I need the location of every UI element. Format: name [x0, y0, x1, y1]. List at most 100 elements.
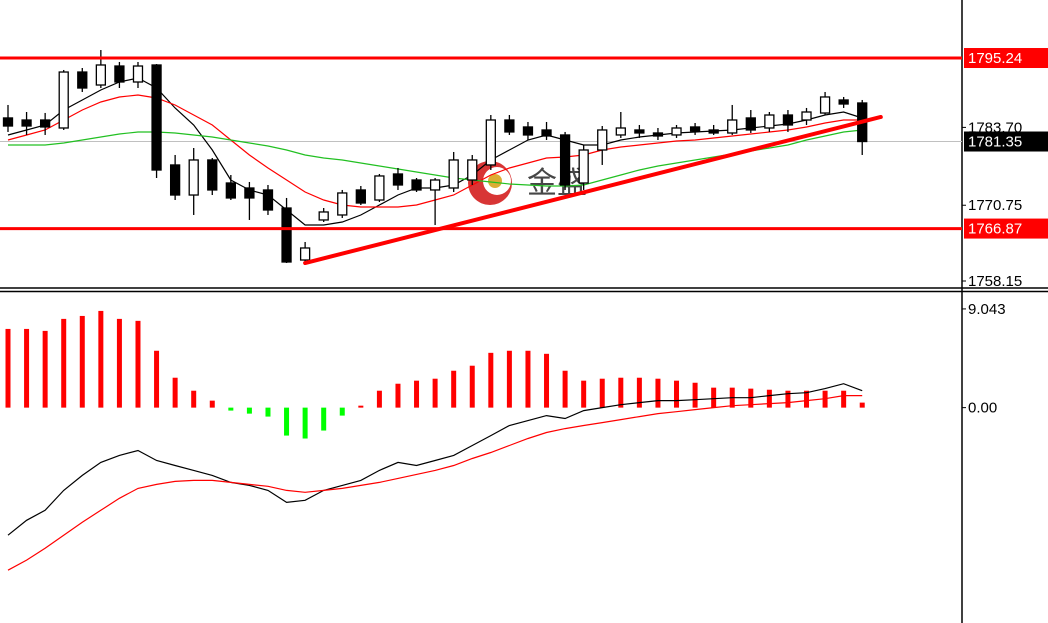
candle-body	[782, 114, 794, 126]
candle-body	[58, 71, 69, 129]
macd-bar	[246, 407, 252, 414]
y-tick-label: 1770.75	[968, 197, 1022, 214]
candle-body	[652, 132, 664, 137]
macd-bar	[692, 382, 698, 408]
macd-bar	[191, 390, 197, 408]
macd-bar	[674, 380, 680, 408]
candle-body	[169, 164, 181, 196]
candle-body	[337, 192, 348, 216]
macd-bar	[116, 318, 122, 408]
level-label-box	[964, 218, 1048, 239]
macd-bar	[488, 352, 494, 408]
macd-bar	[42, 330, 48, 408]
candle-body	[114, 65, 125, 83]
candle-body	[95, 64, 106, 86]
candle-body	[429, 179, 441, 191]
candle-body	[448, 159, 459, 189]
macd-bar	[785, 390, 791, 408]
macd-bar	[469, 365, 475, 408]
candle-body	[39, 119, 51, 128]
candle-body	[467, 159, 478, 181]
candle-body	[225, 182, 236, 199]
macd-bar	[265, 407, 271, 417]
level-label: 1795.24	[968, 50, 1022, 67]
y-tick-label: 1758.15	[968, 273, 1022, 290]
macd-bar	[636, 377, 642, 408]
level-label-box	[964, 48, 1048, 69]
macd-bar	[414, 380, 420, 408]
candle-body	[504, 119, 515, 133]
macd-bar	[339, 407, 345, 416]
macd-bar	[599, 378, 605, 408]
candle-body	[708, 129, 719, 134]
macd-bar	[544, 353, 550, 408]
macd-bar	[618, 377, 624, 408]
macd-bar	[766, 389, 772, 408]
candle-body	[132, 65, 144, 83]
candle-body	[318, 211, 329, 221]
candle-body	[727, 119, 738, 134]
candle-body	[77, 71, 88, 89]
macd-bar	[376, 390, 382, 408]
macd-bar	[79, 315, 85, 408]
level-label: 1766.87	[968, 221, 1022, 238]
macd-bar	[432, 378, 438, 408]
candle-body	[764, 114, 775, 129]
current-price-box	[964, 131, 1048, 152]
macd-bar	[506, 350, 512, 408]
candle-body	[838, 99, 849, 105]
candle-body	[615, 127, 626, 136]
macd-bar	[5, 328, 11, 408]
macd-bar	[284, 407, 290, 436]
candle-body	[485, 119, 496, 166]
macd-bar	[154, 350, 160, 408]
candle-body	[2, 117, 14, 127]
candle-body	[541, 129, 552, 137]
macd-bar	[302, 407, 308, 439]
watermark-logo-dot	[488, 174, 502, 188]
candle-body	[801, 111, 812, 121]
macd-bar	[562, 370, 568, 408]
macd-bar	[804, 390, 810, 408]
candle-body	[634, 129, 645, 134]
candle-body	[689, 126, 701, 132]
macd-bar	[24, 328, 30, 408]
macd-bar	[451, 370, 457, 408]
candle-body	[671, 127, 682, 136]
candle-body	[374, 175, 385, 201]
candle-body	[262, 189, 274, 211]
candle-body	[392, 173, 404, 186]
macd-line	[7, 395, 863, 571]
y-tick-label: 0.00	[968, 400, 997, 417]
candle-body	[411, 179, 422, 191]
macd-line	[7, 383, 863, 536]
macd-bar	[209, 400, 215, 408]
macd-bar	[859, 402, 865, 408]
macd-bar	[711, 387, 717, 408]
macd-bar	[172, 377, 178, 408]
candle-body	[21, 119, 32, 127]
candle-body	[281, 207, 292, 263]
candle-body	[244, 187, 255, 199]
candle-body	[355, 189, 366, 204]
macd-bar	[61, 318, 67, 408]
candle-body	[559, 134, 571, 186]
candle-body	[299, 247, 311, 261]
candle-body	[188, 159, 199, 196]
macd-bar	[581, 380, 587, 408]
y-tick-label: 9.043	[968, 301, 1006, 318]
candle-body	[207, 159, 218, 191]
macd-bar	[525, 350, 531, 408]
macd-bar	[135, 320, 141, 408]
macd-bar	[358, 405, 364, 408]
candle-body	[819, 96, 831, 114]
macd-bar	[228, 407, 234, 411]
macd-bar	[655, 378, 661, 408]
candle-body	[597, 129, 608, 151]
candle-body	[522, 126, 534, 136]
macd-bar	[321, 407, 327, 431]
macd-bar	[98, 310, 104, 408]
